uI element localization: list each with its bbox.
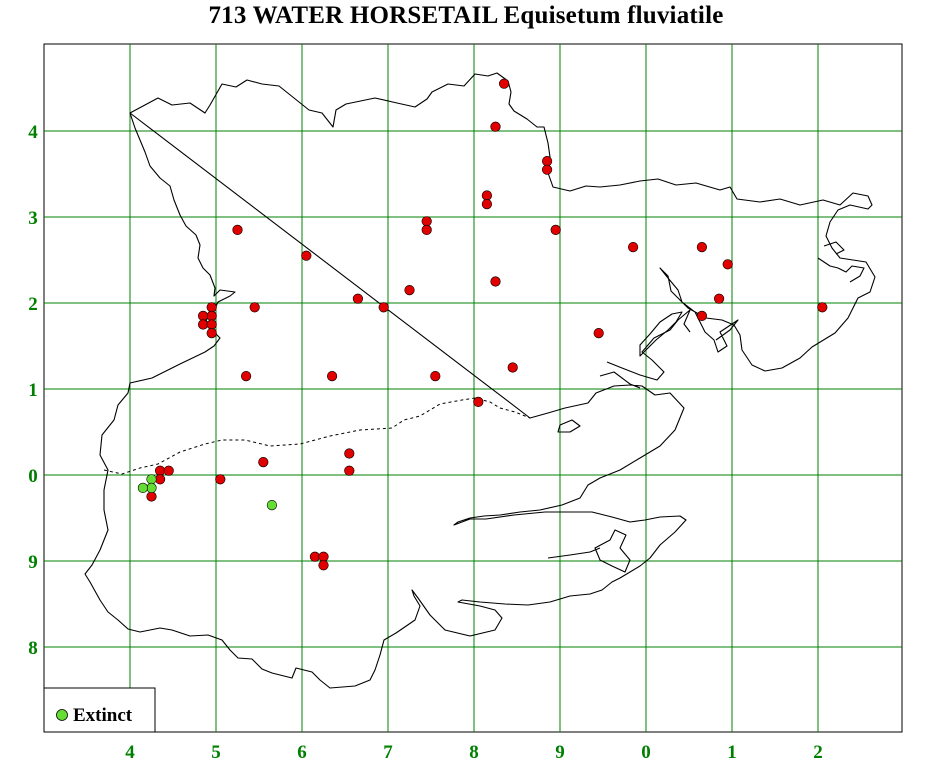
record-dot-present	[507, 362, 518, 373]
record-dot-present	[249, 302, 260, 313]
x-tick-label: 1	[727, 742, 737, 763]
county-outline	[84, 72, 876, 689]
boundary-dashed-line	[103, 397, 531, 475]
record-dot-present	[318, 560, 329, 571]
record-dot-present	[421, 216, 432, 227]
record-dot-present	[309, 551, 321, 562]
record-dot-present	[722, 259, 733, 270]
x-tick-label: 7	[383, 742, 393, 763]
record-dot-present	[696, 310, 708, 322]
record-dot-present	[155, 465, 166, 476]
estuary-outline-upper	[639, 311, 683, 357]
grid-lines	[44, 44, 902, 732]
x-tick-label: 8	[469, 742, 479, 763]
record-dot-present	[344, 448, 355, 459]
x-tick-label: 5	[211, 742, 221, 763]
record-dot-present	[258, 457, 269, 468]
extinct-records	[137, 474, 278, 511]
record-dot-extinct	[146, 474, 157, 485]
record-dot-present	[593, 328, 604, 339]
record-dot-extinct	[266, 500, 278, 511]
record-dot-present	[499, 78, 510, 89]
legend-extinct-swatch	[56, 709, 68, 721]
legend-extinct-label: Extinct	[73, 705, 133, 726]
legend: Extinct	[43, 687, 156, 733]
record-dot-present	[206, 310, 217, 322]
record-dot-present	[206, 302, 217, 313]
record-dot-present	[198, 310, 209, 322]
y-tick-label: 1	[28, 380, 38, 401]
record-dot-present	[550, 224, 561, 235]
record-dot-present	[232, 224, 243, 235]
record-dot-present	[344, 465, 355, 476]
record-dot-present	[541, 164, 553, 175]
x-tick-label: 0	[641, 742, 651, 763]
coast-detail	[817, 241, 865, 283]
map-title: 713 WATER HORSETAIL Equisetum fluviatile	[208, 2, 724, 29]
record-dot-present	[155, 474, 166, 485]
x-tick-label: 4	[125, 742, 135, 763]
record-dot-present	[215, 474, 226, 485]
record-dot-present	[421, 224, 432, 235]
record-dot-extinct	[146, 482, 157, 494]
creek-outline	[547, 529, 631, 573]
record-dot-present	[241, 371, 252, 382]
record-dot-present	[713, 293, 725, 304]
record-dot-present	[301, 250, 312, 261]
y-tick-label: 9	[28, 552, 38, 573]
record-dot-present	[206, 319, 217, 330]
record-dot-present	[318, 551, 329, 562]
record-dot-present	[327, 371, 338, 382]
record-dot-present	[481, 199, 493, 210]
map-frame	[43, 43, 903, 733]
record-dot-extinct	[137, 482, 148, 494]
record-dot-present	[163, 465, 174, 476]
record-dot-present	[404, 285, 415, 296]
record-dot-present	[352, 293, 364, 304]
y-tick-label: 2	[28, 294, 38, 315]
record-dot-present	[378, 302, 389, 313]
record-dot-present	[696, 242, 708, 253]
record-dot-present	[481, 190, 493, 201]
x-tick-label: 9	[555, 742, 565, 763]
record-dot-present	[627, 242, 639, 253]
record-dot-present	[430, 371, 441, 382]
record-dot-present	[146, 491, 157, 502]
county-boundary	[84, 72, 876, 689]
record-dot-present	[198, 319, 209, 330]
y-tick-label: 0	[28, 466, 38, 487]
y-tick-label: 4	[28, 122, 38, 143]
record-dot-present	[541, 156, 553, 167]
record-dot-present	[473, 396, 484, 408]
x-tick-label: 6	[297, 742, 307, 763]
record-dot-present	[206, 328, 217, 339]
y-tick-label: 8	[28, 638, 38, 659]
record-dot-present	[490, 121, 501, 132]
y-tick-label: 3	[28, 208, 38, 229]
x-tick-label: 2	[813, 742, 823, 763]
record-dot-present	[490, 276, 501, 287]
present-records	[146, 78, 828, 571]
record-dot-present	[817, 302, 828, 313]
island-outline	[557, 419, 581, 433]
